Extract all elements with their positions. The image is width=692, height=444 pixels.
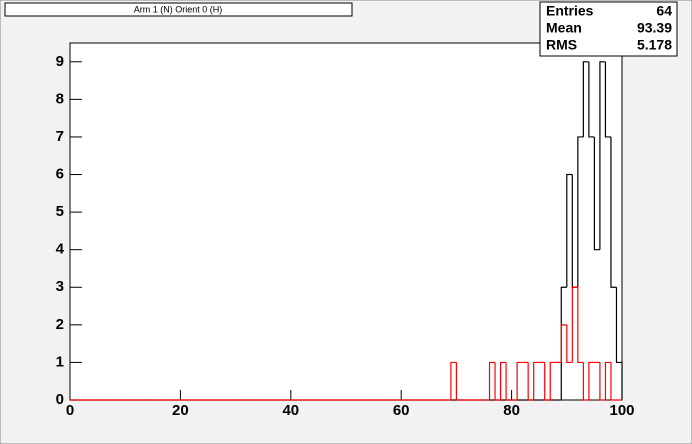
histogram-bin: [516, 361, 523, 400]
y-tick-label: 3: [56, 278, 64, 295]
histogram-bin: [599, 362, 606, 401]
y-tick-label: 8: [56, 90, 64, 107]
stat-value: 64: [656, 3, 672, 19]
histogram-bin: [571, 286, 578, 363]
histogram-bin: [566, 173, 573, 288]
histogram-bin: [455, 362, 462, 401]
stat-value: 93.39: [637, 20, 672, 36]
histogram-bin: [494, 362, 501, 401]
stat-label: Entries: [546, 3, 594, 19]
histogram-bin: [577, 287, 584, 364]
histogram-bin: [505, 362, 512, 401]
frame: [69, 42, 623, 401]
y-tick-label: 1: [56, 353, 64, 370]
stat-label: Mean: [546, 20, 582, 36]
plot: 0 1 2 3 4 5 6 7 8 9 0 20 40 60 80 100: [56, 53, 635, 419]
y-tick-label: 0: [56, 391, 64, 408]
histogram-bin: [549, 361, 556, 400]
histogram-bin: [527, 362, 534, 401]
x-tick-label: 100: [609, 402, 634, 419]
histogram-bin: [488, 361, 496, 400]
histogram-bin: [593, 136, 600, 251]
stat-label: RMS: [546, 37, 577, 53]
y-tick-label: 7: [56, 128, 64, 145]
x-tick-label: 0: [66, 402, 74, 419]
histogram-bin: [499, 361, 507, 400]
histogram-bin: [577, 136, 584, 288]
histogram-bin: [610, 136, 617, 288]
histogram-bin: [566, 324, 573, 364]
x-tick-label: 80: [503, 402, 520, 419]
y-tick-label: 4: [56, 241, 65, 258]
histogram-bin: [604, 361, 611, 400]
y-tick-label: 9: [56, 53, 64, 70]
histogram-bin: [599, 61, 606, 250]
chart-title: Arm 1 (N) Orient 0 (H): [134, 4, 223, 14]
y-tick-label: 5: [56, 203, 64, 220]
y-tick-label: 2: [56, 316, 64, 333]
x-tick-label: 20: [172, 402, 189, 419]
histogram-bin: [615, 287, 623, 400]
title-box: [4, 2, 353, 17]
histogram-bin: [582, 61, 589, 137]
y-tick-label: 6: [56, 165, 64, 182]
histogram-bin: [588, 61, 595, 138]
stat-value: 5.178: [637, 37, 672, 53]
histogram-bin: [544, 362, 551, 401]
x-tick-label: 60: [393, 402, 410, 419]
x-tick-label: 40: [282, 402, 299, 419]
histogram-bin: [560, 324, 567, 363]
histogram-bin: [610, 362, 617, 401]
histogram-bin: [450, 361, 457, 400]
histogram-bin: [604, 61, 611, 138]
histogram-bin: [582, 362, 589, 401]
histogram-bin: [588, 361, 595, 400]
histogram-bin: [533, 361, 540, 400]
stats-box: [539, 1, 678, 57]
